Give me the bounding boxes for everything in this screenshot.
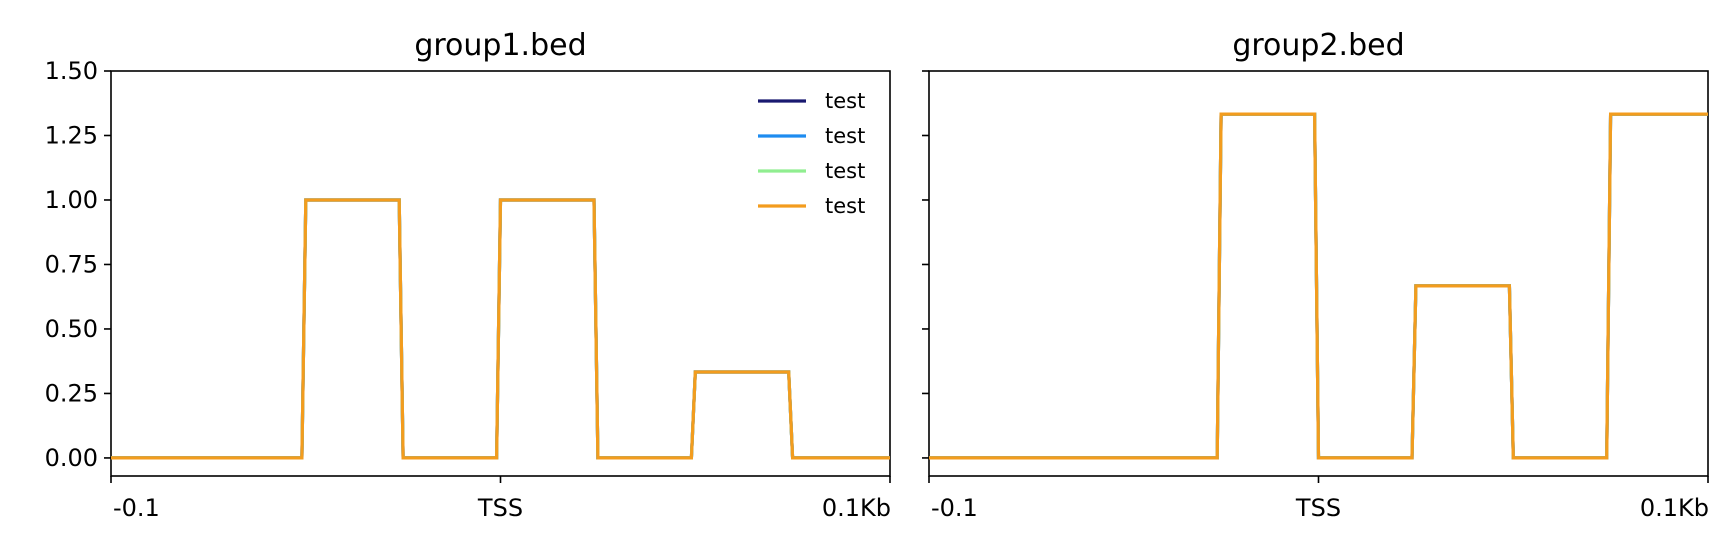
y-tick-label: 0.25	[45, 379, 98, 407]
y-tick-label: 0.50	[45, 315, 98, 343]
y-tick-label: 1.25	[45, 121, 98, 149]
legend-label: test	[825, 159, 865, 183]
chart-title: group2.bed	[1232, 28, 1404, 63]
chart-panel-2: group2.bed -0.1 TSS 0.1Kb	[922, 28, 1709, 522]
x-tick-label: TSS	[1295, 494, 1341, 522]
y-tick-label: 0.00	[45, 444, 98, 472]
series-line-4	[111, 198, 890, 460]
legend: test test test test	[758, 89, 865, 218]
x-tick-label: 0.1Kb	[1640, 494, 1709, 522]
chart-title: group1.bed	[414, 28, 586, 63]
x-tick-label: -0.1	[113, 494, 160, 522]
legend-label: test	[825, 124, 865, 148]
x-tick-label: 0.1Kb	[822, 494, 891, 522]
y-tick-label: 1.50	[45, 57, 98, 85]
y-tick-label: 0.75	[45, 250, 98, 278]
series-line-4	[929, 112, 1708, 460]
y-tick-label: 1.00	[45, 186, 98, 214]
legend-label: test	[825, 194, 865, 218]
x-tick-label: TSS	[477, 494, 523, 522]
chart-panel-1: group1.bed 0.00 0.25 0.50 0.75 1.00 1.25 1.50 -0…	[45, 28, 891, 522]
x-tick-label: -0.1	[931, 494, 978, 522]
legend-label: test	[825, 89, 865, 113]
